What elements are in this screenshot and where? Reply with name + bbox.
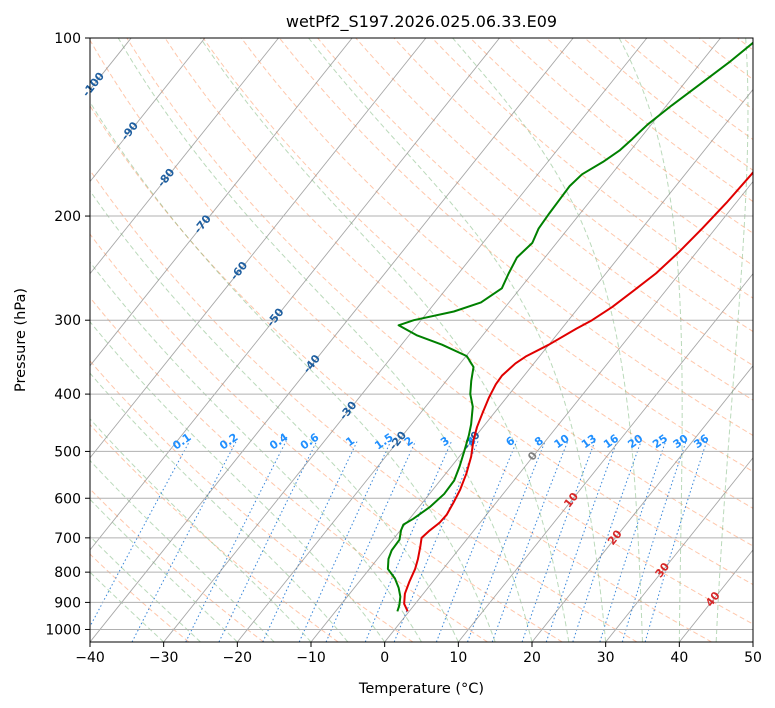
moist-adiabat-line <box>452 38 643 642</box>
isotherm-line <box>90 38 279 275</box>
isotherm-line <box>384 180 753 642</box>
dry-adiabat-line <box>431 38 753 299</box>
y-tick-label: 300 <box>54 313 81 329</box>
y-axis-title: Pressure (hPa) <box>13 288 29 392</box>
moist-adiabats <box>90 38 749 642</box>
x-tick-label: −20 <box>223 650 253 666</box>
isotherm-line <box>90 38 427 459</box>
dry-adiabat-line <box>90 169 638 642</box>
y-tick-label: 1000 <box>45 622 81 638</box>
mixing-ratio-line <box>364 440 453 642</box>
moist-adiabat-line <box>715 38 749 642</box>
mixing-ratio-line <box>644 440 708 642</box>
moist-adiabat-line <box>90 190 459 642</box>
moist-adiabat-line <box>117 38 533 642</box>
dry-adiabat-line <box>279 38 753 437</box>
y-tick-label: 100 <box>54 31 81 47</box>
mixing-ratio-line <box>325 440 417 642</box>
moist-adiabat-line <box>90 498 238 642</box>
chart-title: wetPf2_S197.2026.025.06.33.E09 <box>286 12 557 32</box>
isotherm-line <box>457 272 753 642</box>
moist-adiabat-line <box>90 261 422 642</box>
dry-adiabat-line <box>90 39 753 625</box>
y-tick-label: 200 <box>54 209 81 225</box>
isotherm-line <box>531 365 753 642</box>
x-tick-label: 50 <box>744 650 762 666</box>
isotherm-line <box>236 38 721 642</box>
moist-adiabat-line <box>199 38 570 642</box>
isotherm-line <box>163 38 648 642</box>
isotherm-line <box>90 38 353 367</box>
moist-adiabat-line <box>90 459 275 642</box>
y-tick-label: 500 <box>54 444 81 460</box>
dry-adiabat-line <box>90 423 339 642</box>
mixing-ratio-line <box>491 440 569 642</box>
dry-adiabat-line <box>90 296 488 642</box>
isotherm-line <box>605 457 753 642</box>
dry-adiabats <box>90 38 753 642</box>
dry-adiabat-line <box>90 553 190 642</box>
mixing-ratio-line <box>521 440 596 642</box>
y-tick-label: 600 <box>54 491 81 507</box>
x-axis: −40 −30 −20 −10 0 10 20 30 40 50 <box>75 642 762 666</box>
dry-adiabat-line <box>90 488 264 642</box>
x-tick-label: 0 <box>380 650 389 666</box>
x-tick-label: 10 <box>449 650 467 666</box>
x-tick-label: 20 <box>523 650 541 666</box>
plot-frame <box>89 37 754 643</box>
y-tick-label: 700 <box>54 531 81 547</box>
isotherm-line <box>90 38 500 551</box>
moist-adiabat-line <box>90 320 386 642</box>
isotherm-line <box>90 38 574 642</box>
dry-adiabat-line <box>202 38 753 509</box>
dry-adiabat-line <box>240 38 753 473</box>
dewpoint-trace <box>386 41 753 612</box>
y-tick-label: 900 <box>54 595 81 611</box>
moist-adiabat-line <box>308 38 607 642</box>
mixing-ratio-lines <box>90 440 708 642</box>
pressure-grid <box>90 38 753 630</box>
isotherm-line <box>90 38 206 183</box>
y-axis: 100 200 300 400 500 600 700 800 900 1000 <box>45 31 90 638</box>
temperature-trace <box>403 170 753 612</box>
dry-adiabat-line <box>393 38 753 333</box>
y-tick-label: 400 <box>54 387 81 403</box>
mixing-ratio-line <box>185 440 287 642</box>
mixing-ratio-line <box>298 440 392 642</box>
x-tick-label: 40 <box>670 650 688 666</box>
y-tick-label: 800 <box>54 565 81 581</box>
mixing-ratio-line <box>90 440 191 628</box>
mixing-ratio-line <box>621 440 687 642</box>
moist-adiabat-line <box>618 38 683 642</box>
mixing-ratio-line <box>599 440 667 642</box>
isotherm-line <box>310 88 753 642</box>
plot-area: -100-90-80-70-60-50-40-30-20 -10010203040… <box>80 38 753 642</box>
dry-adiabat-line <box>355 38 753 367</box>
x-tick-label: −10 <box>296 650 326 666</box>
dry-adiabat-line <box>90 105 712 642</box>
x-tick-label: −40 <box>75 650 105 666</box>
x-tick-label: 30 <box>597 650 615 666</box>
x-axis-title: Temperature (°C) <box>358 681 484 697</box>
x-tick-label: −30 <box>149 650 179 666</box>
isotherms <box>90 38 753 642</box>
